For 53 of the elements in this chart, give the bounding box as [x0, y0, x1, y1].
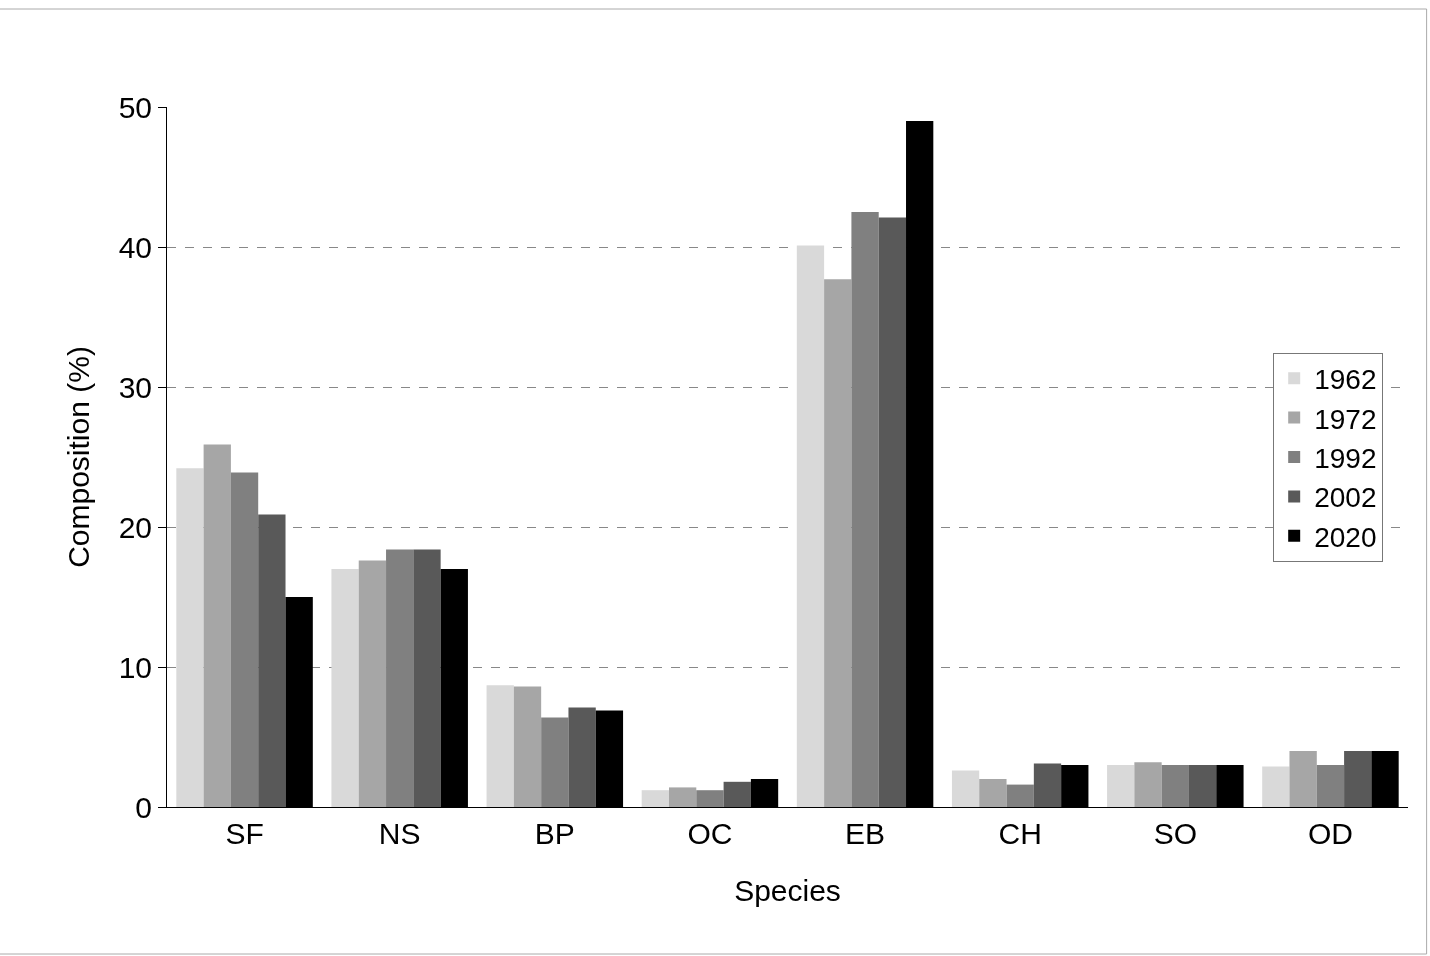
x-tick-label: BP	[534, 817, 575, 850]
bar	[878, 217, 907, 807]
x-tick-label: SF	[225, 817, 264, 850]
y-tick-label: 0	[135, 790, 152, 824]
bar	[413, 549, 441, 807]
legend-label: 1992	[1314, 442, 1377, 474]
x-tick-label: EB	[845, 817, 886, 850]
bar	[851, 212, 879, 807]
legend-label: 1962	[1314, 364, 1377, 396]
y-tick-label: 10	[118, 650, 152, 684]
y-axis-title: Composition (%)	[61, 346, 95, 568]
x-tick-label: OC	[687, 817, 733, 850]
x-tick-label: SO	[1153, 817, 1197, 850]
bar	[668, 787, 697, 807]
legend-label: 1972	[1314, 403, 1377, 435]
bar	[796, 245, 825, 807]
y-tick-label: 50	[118, 90, 152, 124]
bar	[979, 779, 1007, 807]
bar	[176, 468, 204, 807]
bar	[1033, 763, 1062, 807]
x-tick-label: CH	[998, 817, 1042, 850]
bar	[513, 686, 542, 807]
bar	[541, 717, 569, 807]
bar	[1344, 751, 1372, 807]
y-tick-label: 40	[118, 230, 152, 264]
y-tick-label: 30	[118, 370, 152, 404]
bar	[1316, 765, 1345, 807]
bar	[1006, 784, 1034, 807]
bar	[568, 707, 596, 807]
x-axis-title: Species	[734, 873, 841, 907]
bar	[723, 781, 751, 807]
bar	[1262, 766, 1290, 807]
bar	[1188, 765, 1217, 807]
bar	[1289, 751, 1317, 807]
bar	[824, 279, 852, 807]
bar	[951, 770, 980, 807]
legend-label: 2020	[1314, 521, 1377, 553]
bar	[1107, 765, 1135, 807]
bar	[696, 790, 724, 807]
bar	[331, 569, 359, 807]
bar	[1134, 762, 1162, 807]
bar	[230, 472, 259, 807]
x-tick-label: OD	[1307, 817, 1353, 850]
bar	[641, 790, 669, 807]
bar	[1161, 765, 1189, 807]
x-tick-label: NS	[378, 817, 421, 850]
bar	[386, 549, 414, 807]
bar	[486, 685, 514, 807]
y-tick-label: 20	[118, 510, 152, 544]
bar	[358, 560, 387, 807]
bar	[258, 514, 286, 807]
bar	[203, 444, 231, 807]
legend-label: 2002	[1314, 482, 1377, 514]
